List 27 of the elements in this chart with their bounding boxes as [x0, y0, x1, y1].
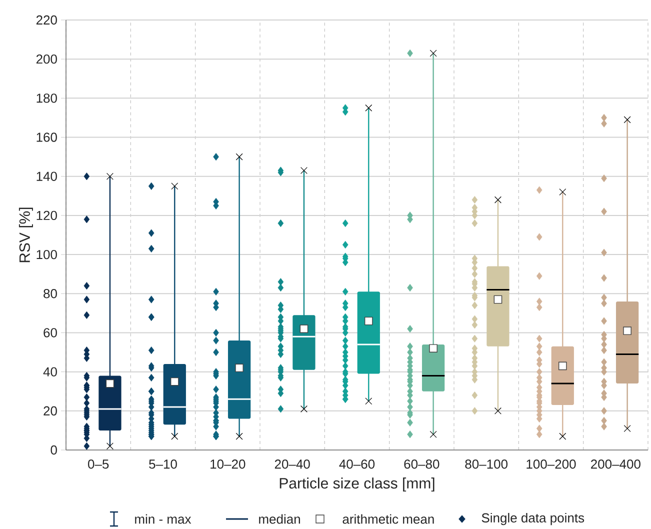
- text: median: [259, 514, 300, 524]
- x-tick-label: 100–200: [526, 460, 576, 469]
- y-tick-label: 200: [36, 54, 57, 64]
- y-tick-label: 80: [44, 289, 57, 298]
- x-tick-label: 5–10: [149, 460, 177, 469]
- x-tick-label: 80–100: [465, 460, 508, 469]
- y-tick-label: 120: [36, 210, 57, 220]
- y-tick-label: 60: [44, 328, 57, 338]
- y-tick-label: 40: [43, 367, 57, 376]
- x-tick-label: 60–80: [404, 460, 440, 469]
- y-tick-label: 160: [36, 132, 57, 142]
- text: min - max: [135, 514, 192, 524]
- x-tick-label: 10–20: [210, 460, 246, 469]
- y-tick-label: 100: [36, 250, 57, 260]
- text: arithmetic mean: [342, 514, 434, 524]
- y-tick-label: 180: [36, 94, 57, 103]
- x-tick-label: 40–60: [339, 460, 375, 469]
- x-axis-title: Particle size class [mm]: [280, 478, 434, 492]
- y-tick-label: 20: [44, 406, 57, 416]
- x-tick-label: 200–400: [591, 460, 640, 469]
- y-tick-label: 220: [36, 15, 57, 25]
- y-tick-label: 0: [50, 445, 57, 455]
- y-tick-label: 140: [36, 172, 57, 181]
- legend-label: Single data points: [482, 512, 584, 526]
- x-tick-label: 0–5: [88, 460, 109, 469]
- x-tick-label: 20–40: [274, 460, 310, 469]
- y-axis-title: RSV [%]: [18, 208, 33, 262]
